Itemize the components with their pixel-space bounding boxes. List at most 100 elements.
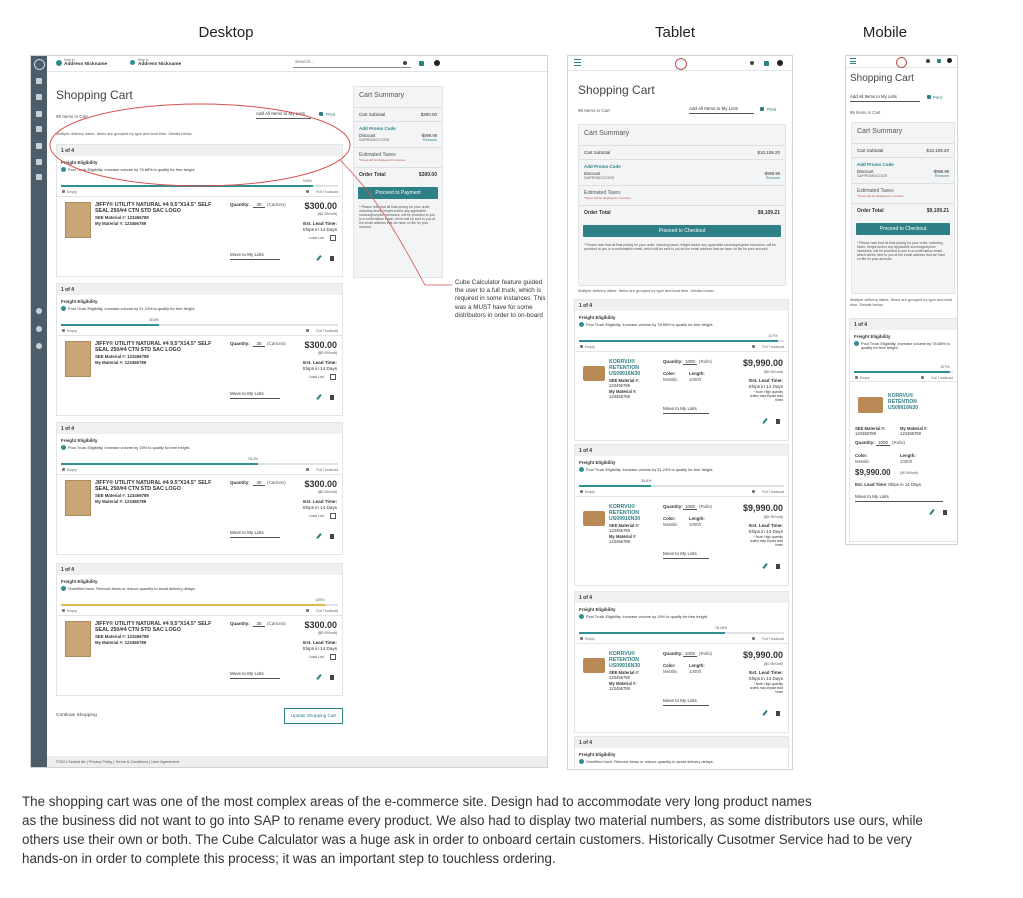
group-count: 1 of 4	[579, 448, 593, 454]
delivery-note: Multiple delivery dates. Items are group…	[56, 131, 193, 136]
lead-note: * Note: High quantity orders may impact …	[749, 390, 783, 402]
move-select[interactable]: Move to My Lists	[663, 551, 709, 559]
color-value: Metallic	[855, 459, 870, 464]
icon	[434, 60, 440, 66]
icon	[36, 126, 42, 132]
icon	[580, 490, 583, 493]
progress-empty: Empty	[585, 489, 595, 494]
divider	[852, 203, 954, 204]
remove-link[interactable]: Remove	[422, 138, 437, 142]
quantity-input[interactable]: 30	[253, 202, 265, 209]
delete-icon[interactable]	[776, 711, 780, 716]
promo-toggle[interactable]: Add Promo Code	[584, 164, 621, 169]
delete-icon[interactable]	[776, 419, 780, 424]
move-select[interactable]: Move to My Lists	[663, 406, 709, 414]
quantity-input[interactable]: 1000	[683, 359, 697, 366]
icon	[36, 143, 42, 149]
discount: -$999.99	[420, 133, 437, 138]
my-material: My Material #: 123456789	[95, 360, 147, 365]
cart-group: 1 of 4 Freight Eligibility Pool Truck Elig…	[56, 283, 343, 416]
menu-icon[interactable]	[850, 58, 856, 59]
remove-link[interactable]: Remove	[934, 174, 949, 178]
load-list-checkbox[interactable]	[330, 513, 336, 519]
eligibility-title: Freight Eligibility	[61, 438, 98, 443]
lead-label: Est. Lead Time:	[749, 670, 783, 675]
icon	[855, 376, 858, 379]
add-all-select[interactable]: Add All Items to My Lists	[850, 94, 920, 102]
icon	[403, 61, 407, 65]
promo-toggle[interactable]: Add Promo Code	[857, 162, 894, 167]
progress-label: 38.8%	[641, 479, 652, 483]
icon	[61, 167, 66, 172]
load-list-checkbox[interactable]	[330, 235, 336, 241]
delete-icon[interactable]	[330, 534, 334, 539]
quantity-input[interactable]: 30	[253, 621, 265, 628]
search-box[interactable]	[293, 59, 411, 68]
print-link[interactable]: Print	[326, 112, 336, 117]
sold-to-label: Sold to	[64, 58, 75, 62]
move-select[interactable]: Move to My Lists	[230, 671, 280, 679]
progress-label: 105%	[315, 598, 325, 602]
menu-icon[interactable]	[574, 65, 581, 66]
checkout-button[interactable]: Proceed to Payment	[358, 187, 438, 199]
load-list: Load List	[308, 514, 324, 518]
add-all-select[interactable]: Add All Items to My Lists	[689, 106, 754, 114]
remove-link[interactable]: Remove	[765, 176, 780, 180]
delete-icon[interactable]	[330, 395, 334, 400]
menu-icon[interactable]	[574, 62, 581, 63]
progress-full: Full Truckload	[762, 344, 784, 349]
update-button[interactable]: Update Shopping Cart	[284, 708, 343, 724]
promo-code: SAPROMOCODE	[857, 174, 888, 178]
move-select[interactable]: Move to My Lists	[230, 391, 280, 399]
delete-icon[interactable]	[943, 510, 947, 515]
ship-to[interactable]: Address Nickname	[138, 62, 182, 67]
print-link[interactable]: Print	[767, 107, 777, 112]
print-link[interactable]: Print	[933, 95, 942, 100]
quantity-input[interactable]: 1000	[683, 651, 697, 658]
load-list-checkbox[interactable]	[330, 654, 336, 660]
promo-toggle[interactable]: Add Promo Code	[359, 126, 396, 131]
checkout-button[interactable]: Proceed to Checkout	[583, 225, 781, 237]
quantity-input[interactable]: 1000	[876, 440, 890, 447]
checkout-button[interactable]: Proceed to Checkout	[856, 223, 950, 235]
load-list-checkbox[interactable]	[330, 374, 336, 380]
quantity-input[interactable]: 30	[253, 341, 265, 348]
icon	[62, 329, 65, 332]
continue-link[interactable]: Continue Shopping	[56, 713, 97, 718]
footer-text: ©2021 Sealed Air | Privacy Policy | Term…	[56, 760, 179, 764]
add-all-select[interactable]: Add All Items to My Lists	[256, 111, 311, 119]
total: $9,109.21	[926, 208, 949, 214]
footer	[47, 756, 547, 767]
logo	[896, 57, 907, 68]
menu-icon[interactable]	[850, 63, 856, 64]
move-select[interactable]: Move to My Lists	[855, 494, 943, 502]
summary-title: Cart Summary	[857, 128, 903, 135]
progress-empty: Empty	[67, 467, 77, 472]
logo	[675, 58, 687, 70]
sold-to[interactable]: Address Nickname	[64, 62, 108, 67]
length-label: Length:	[689, 516, 705, 521]
total: $300.00	[418, 172, 437, 178]
quantity-input[interactable]: 1000	[683, 504, 697, 511]
see-value: 123456789	[855, 431, 876, 436]
my-label: My Material #:	[900, 426, 928, 431]
quantity-input[interactable]: 30	[253, 480, 265, 487]
mobile-frame: Shopping Cart Add All Items to My Lists Pr…	[845, 55, 958, 545]
item-count: 99 Items in Cart	[56, 114, 88, 119]
move-select[interactable]: Move to My Lists	[230, 530, 280, 538]
move-select[interactable]: Move to My Lists	[663, 698, 709, 706]
total: $9,109.21	[757, 210, 780, 216]
callout-line	[339, 159, 452, 286]
menu-icon[interactable]	[574, 59, 581, 60]
lead-time: Ships in 14 Days	[748, 529, 783, 534]
move-select[interactable]: Move to My Lists	[230, 252, 280, 260]
delete-icon[interactable]	[776, 564, 780, 569]
delete-icon[interactable]	[330, 256, 334, 261]
icon	[36, 94, 42, 100]
progress-full: Full Truckload	[762, 489, 784, 494]
cart-summary: Cart Summary Cart Subtotal $300.00 Add Prom…	[353, 86, 443, 278]
delete-icon[interactable]	[330, 675, 334, 680]
menu-icon[interactable]	[850, 60, 856, 62]
description-line: The shopping cart was one of the most co…	[22, 794, 812, 809]
total-label: Order Total	[359, 172, 386, 178]
